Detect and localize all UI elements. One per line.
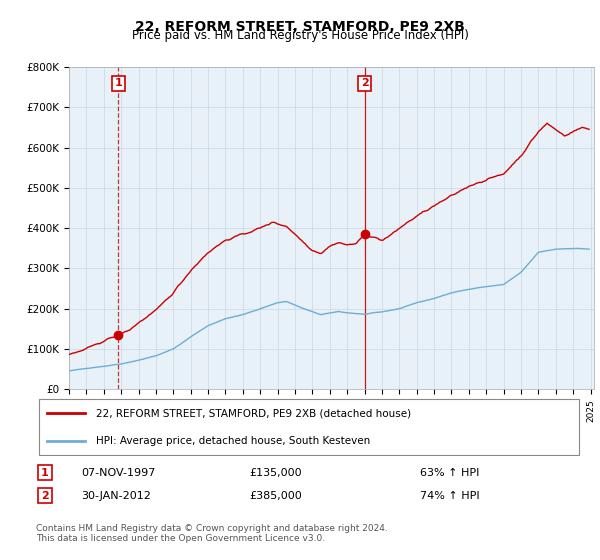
Text: 30-JAN-2012: 30-JAN-2012 <box>81 491 151 501</box>
Text: 63% ↑ HPI: 63% ↑ HPI <box>420 468 479 478</box>
Text: 2: 2 <box>41 491 49 501</box>
Text: 74% ↑ HPI: 74% ↑ HPI <box>420 491 479 501</box>
Text: 1: 1 <box>115 78 122 88</box>
FancyBboxPatch shape <box>39 399 579 455</box>
Text: HPI: Average price, detached house, South Kesteven: HPI: Average price, detached house, Sout… <box>96 436 370 446</box>
Text: Price paid vs. HM Land Registry's House Price Index (HPI): Price paid vs. HM Land Registry's House … <box>131 29 469 42</box>
Text: 22, REFORM STREET, STAMFORD, PE9 2XB (detached house): 22, REFORM STREET, STAMFORD, PE9 2XB (de… <box>96 408 411 418</box>
Text: £135,000: £135,000 <box>250 468 302 478</box>
Text: 2: 2 <box>361 78 368 88</box>
Text: 22, REFORM STREET, STAMFORD, PE9 2XB: 22, REFORM STREET, STAMFORD, PE9 2XB <box>135 20 465 34</box>
Text: Contains HM Land Registry data © Crown copyright and database right 2024.
This d: Contains HM Land Registry data © Crown c… <box>36 524 388 543</box>
Text: 07-NOV-1997: 07-NOV-1997 <box>81 468 155 478</box>
Text: £385,000: £385,000 <box>250 491 302 501</box>
Text: 1: 1 <box>41 468 49 478</box>
